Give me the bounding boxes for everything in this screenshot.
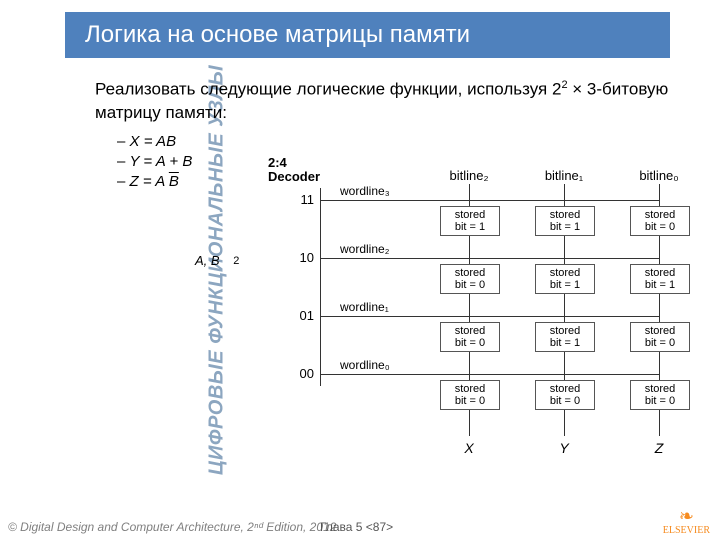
decoder-input: 00 [296, 366, 314, 381]
decoder-edge [320, 188, 321, 386]
decoder-input-label: A, B 2 [195, 253, 239, 268]
memory-cell: storedbit = 0 [630, 206, 690, 236]
bitline-label: bitline₀ [629, 168, 689, 183]
output-label: Y [554, 440, 574, 456]
footer: © Digital Design and Computer Architectu… [0, 514, 720, 540]
page-title: Логика на основе матрицы памяти [85, 21, 470, 49]
memory-cell: storedbit = 0 [440, 322, 500, 352]
memory-cell: storedbit = 1 [535, 206, 595, 236]
copyright: © Digital Design and Computer Architectu… [8, 520, 336, 534]
memory-cell: storedbit = 0 [535, 380, 595, 410]
memory-cell: storedbit = 1 [535, 264, 595, 294]
bitline-label: bitline₁ [534, 168, 594, 183]
ab-bus-width: 2 [233, 255, 239, 267]
wordline-label: wordline₁ [340, 300, 389, 314]
task-statement: Реализовать следующие логические функции… [95, 78, 670, 125]
pager: Глава 5 <87> [320, 520, 393, 534]
func-z-bar: B [169, 173, 179, 190]
memory-cell: storedbit = 1 [535, 322, 595, 352]
bitline-label: bitline₂ [439, 168, 499, 183]
decoder-label: 2:4Decoder [268, 156, 320, 185]
wordline [320, 258, 659, 259]
title-bar: Логика на основе матрицы памяти [65, 12, 670, 58]
publisher-logo: ❧ ELSEVIER [663, 507, 710, 536]
memory-cell: storedbit = 0 [440, 380, 500, 410]
decoder-input: 10 [296, 250, 314, 265]
wordline [320, 200, 659, 201]
wordline-label: wordline₂ [340, 242, 389, 256]
memory-cell: storedbit = 1 [630, 264, 690, 294]
memory-cell: storedbit = 1 [440, 206, 500, 236]
wordline-label: wordline₃ [340, 184, 390, 198]
memory-cell: storedbit = 0 [440, 264, 500, 294]
wordline [320, 374, 659, 375]
wordline [320, 316, 659, 317]
func-x: X = AB [117, 133, 670, 150]
func-z-pre: Z = A [130, 173, 169, 190]
publisher-tree-icon: ❧ [679, 506, 694, 526]
output-label: X [459, 440, 479, 456]
publisher-name: ELSEVIER [663, 525, 710, 536]
decoder-input: 11 [296, 192, 314, 207]
output-label: Z [649, 440, 669, 456]
stmt-pre: Реализовать следующие логические функции… [95, 80, 561, 99]
ab-text: A, B [195, 253, 220, 268]
decoder-input: 01 [296, 308, 314, 323]
memory-array-diagram: 2:4Decoder bitline₂Xbitline₁Ybitline₀Z11… [255, 150, 675, 460]
memory-cell: storedbit = 0 [630, 322, 690, 352]
memory-cell: storedbit = 0 [630, 380, 690, 410]
wordline-label: wordline₀ [340, 358, 390, 372]
